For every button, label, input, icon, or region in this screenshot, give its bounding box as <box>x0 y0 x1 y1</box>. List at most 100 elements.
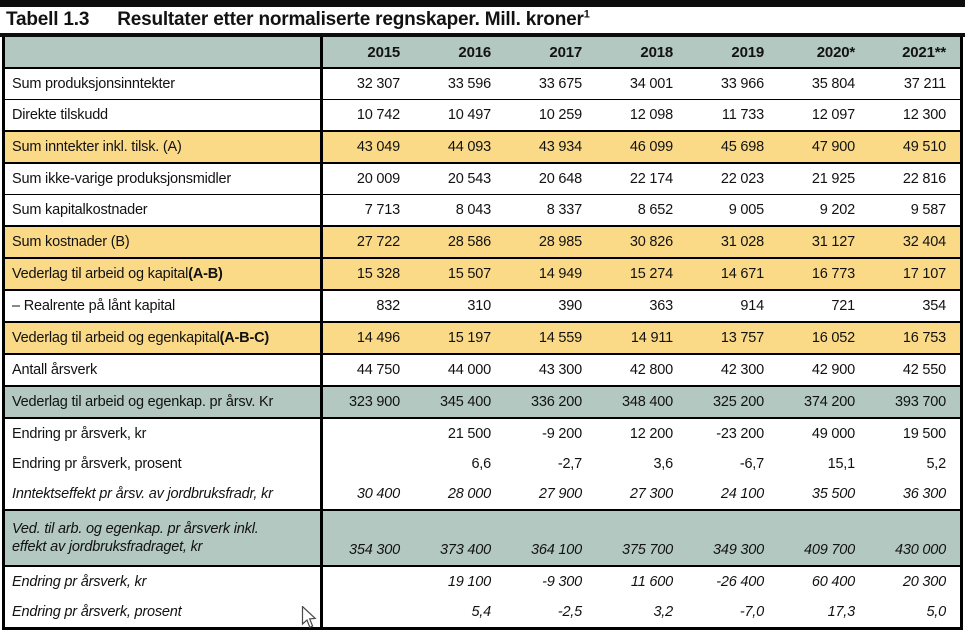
value-cell-2017: 33 675 <box>538 76 582 92</box>
row-label-text: Antall årsverk <box>12 361 98 378</box>
row-label: Endring pr årsverk, kr <box>5 567 323 597</box>
value-cell-2016: 15 507 <box>447 266 491 282</box>
value-cell-2020: 16 052 <box>811 330 855 346</box>
table-row: Inntektseffekt pr årsv. av jordbruksfrad… <box>5 479 960 509</box>
value-cell-2015: 44 750 <box>356 362 400 378</box>
value-cell-2021: 49 510 <box>902 139 946 155</box>
value-cell-2018: 348 400 <box>621 394 673 410</box>
value-cell-2019: 349 300 <box>712 542 764 558</box>
value-cell-2018: 42 800 <box>629 362 673 378</box>
row-label-text: Endring pr årsverk, prosent <box>12 455 182 472</box>
value-cell-2017: 20 648 <box>538 171 582 187</box>
value-cell-2020: 17,3 <box>827 604 856 620</box>
value-cell-2019: -26 400 <box>716 574 764 590</box>
value-cell-2016: 28 000 <box>447 486 491 502</box>
value-cell-2021: 17 107 <box>902 266 946 282</box>
value-cell-2018: 46 099 <box>629 139 673 155</box>
value-cell-2016: 33 596 <box>447 76 491 92</box>
row-label: Ved. til arb. og egenkap. pr årsverk ink… <box>5 511 323 565</box>
row-label-text: Vederlag til arbeid og egenkapital <box>12 329 220 346</box>
value-cell-2020: 35 804 <box>811 76 855 92</box>
value-cell-2016: 21 500 <box>447 426 491 442</box>
value-cell-2018: 3,6 <box>653 456 673 472</box>
table-title-number: Tabell 1.3 <box>6 9 90 30</box>
row-label: Vederlag til arbeid og egenkapital (A-B-… <box>5 323 323 353</box>
value-cell-2017: 364 100 <box>530 542 582 558</box>
value-cell-2017: -2,7 <box>557 456 582 472</box>
row-label-text: Sum ikke-varige produksjonsmidler <box>12 170 232 187</box>
value-cell-2020: 15,1 <box>827 456 856 472</box>
column-header-2021: 2021** <box>902 43 946 61</box>
value-cell-2019: 11 733 <box>721 107 764 123</box>
value-cell-2017: 8 337 <box>546 202 582 218</box>
value-cell-2017: 390 <box>558 298 582 314</box>
row-label-text: Sum inntekter inkl. tilsk. (A) <box>12 138 182 155</box>
value-cell-2018: 15 274 <box>629 266 673 282</box>
row-label-text: Vederlag til arbeid og kapital <box>12 265 189 282</box>
value-cell-2017: -9 200 <box>542 426 582 442</box>
value-cell-2018: 34 001 <box>629 76 673 92</box>
value-cell-2017: 336 200 <box>530 394 582 410</box>
value-cell-2020: 721 <box>831 298 855 314</box>
table-row: Sum kostnader (B) 27 722 28 586 28 985 3… <box>5 225 960 257</box>
column-header-2015: 2015 <box>367 43 400 61</box>
value-cell-2019: 325 200 <box>712 394 764 410</box>
table-row: – Realrente på lånt kapital 832 310 390 … <box>5 289 960 321</box>
row-label: Antall årsverk <box>5 355 323 385</box>
value-cell-2021: 393 700 <box>894 394 946 410</box>
row-label-text: Sum produksjonsinntekter <box>12 75 175 92</box>
row-label-bold-part: (A-B-C) <box>219 329 270 346</box>
results-table: 2015 2016 2017 2018 2019 2020* 2021** Su… <box>2 37 963 630</box>
value-cell-2019: -7,0 <box>739 604 764 620</box>
value-cell-2018: 12 200 <box>629 426 673 442</box>
row-label-text: – Realrente på lånt kapital <box>12 297 176 314</box>
header-corner-cell <box>5 37 323 67</box>
value-cell-2016: 44 000 <box>447 362 491 378</box>
value-cell-2019: 45 698 <box>720 139 764 155</box>
value-cell-2015: 832 <box>376 298 400 314</box>
value-cell-2016: 310 <box>467 298 491 314</box>
table-title-text: Resultater etter normaliserte regnskaper… <box>117 8 590 30</box>
row-label-text: Endring pr årsverk, kr <box>12 425 147 442</box>
value-cell-2020: 12 097 <box>811 107 855 123</box>
value-cell-2019: 24 100 <box>720 486 764 502</box>
value-cell-2015: 32 307 <box>356 76 400 92</box>
value-cell-2019: -6,7 <box>739 456 764 472</box>
value-cell-2021: 32 404 <box>902 234 946 250</box>
table-row: Vederlag til arbeid og egenkapital (A-B-… <box>5 321 960 353</box>
row-label-text: Sum kostnader (B) <box>12 233 130 250</box>
value-cell-2017: 10 259 <box>538 107 582 123</box>
value-cell-2018: 11 600 <box>630 574 673 590</box>
table-row: Sum kapitalkostnader 7 713 8 043 8 337 8… <box>5 194 960 225</box>
value-cell-2020: 60 400 <box>811 574 855 590</box>
table-header-row: 2015 2016 2017 2018 2019 2020* 2021** <box>5 37 960 69</box>
row-label: Sum produksjonsinntekter <box>5 69 323 99</box>
value-cell-2016: 5,4 <box>471 604 491 620</box>
row-label: Sum inntekter inkl. tilsk. (A) <box>5 132 323 162</box>
value-cell-2021: 354 <box>922 298 946 314</box>
table-row: Sum inntekter inkl. tilsk. (A) 43 049 44… <box>5 130 960 162</box>
value-cell-2016: 44 093 <box>447 139 491 155</box>
value-cell-2019: 42 300 <box>720 362 764 378</box>
value-cell-2020: 35 500 <box>811 486 855 502</box>
row-label: Endring pr årsverk, prosent <box>5 449 323 479</box>
top-rule <box>0 0 965 7</box>
value-cell-2021: 20 300 <box>902 574 946 590</box>
value-cell-2015: 7 713 <box>364 202 400 218</box>
table-row: Vederlag til arbeid og kapital (A-B) 15 … <box>5 257 960 289</box>
value-cell-2018: 12 098 <box>629 107 673 123</box>
table-row: Endring pr årsverk, prosent 6,6 -2,7 3,6… <box>5 449 960 479</box>
value-cell-2018: 30 826 <box>629 234 673 250</box>
value-cell-2021: 12 300 <box>902 107 946 123</box>
value-cell-2017: 27 900 <box>538 486 582 502</box>
value-cell-2016: 8 043 <box>455 202 491 218</box>
row-label: Vederlag til arbeid og egenkap. pr årsv.… <box>5 387 323 417</box>
value-cell-2017: 14 949 <box>538 266 582 282</box>
value-cell-2020: 42 900 <box>811 362 855 378</box>
value-cell-2018: 3,2 <box>653 604 673 620</box>
row-label: Endring pr årsverk, kr <box>5 419 323 449</box>
value-cell-2019: 13 757 <box>720 330 764 346</box>
row-label-text: Direkte tilskudd <box>12 106 108 123</box>
column-header-2016: 2016 <box>458 43 491 61</box>
